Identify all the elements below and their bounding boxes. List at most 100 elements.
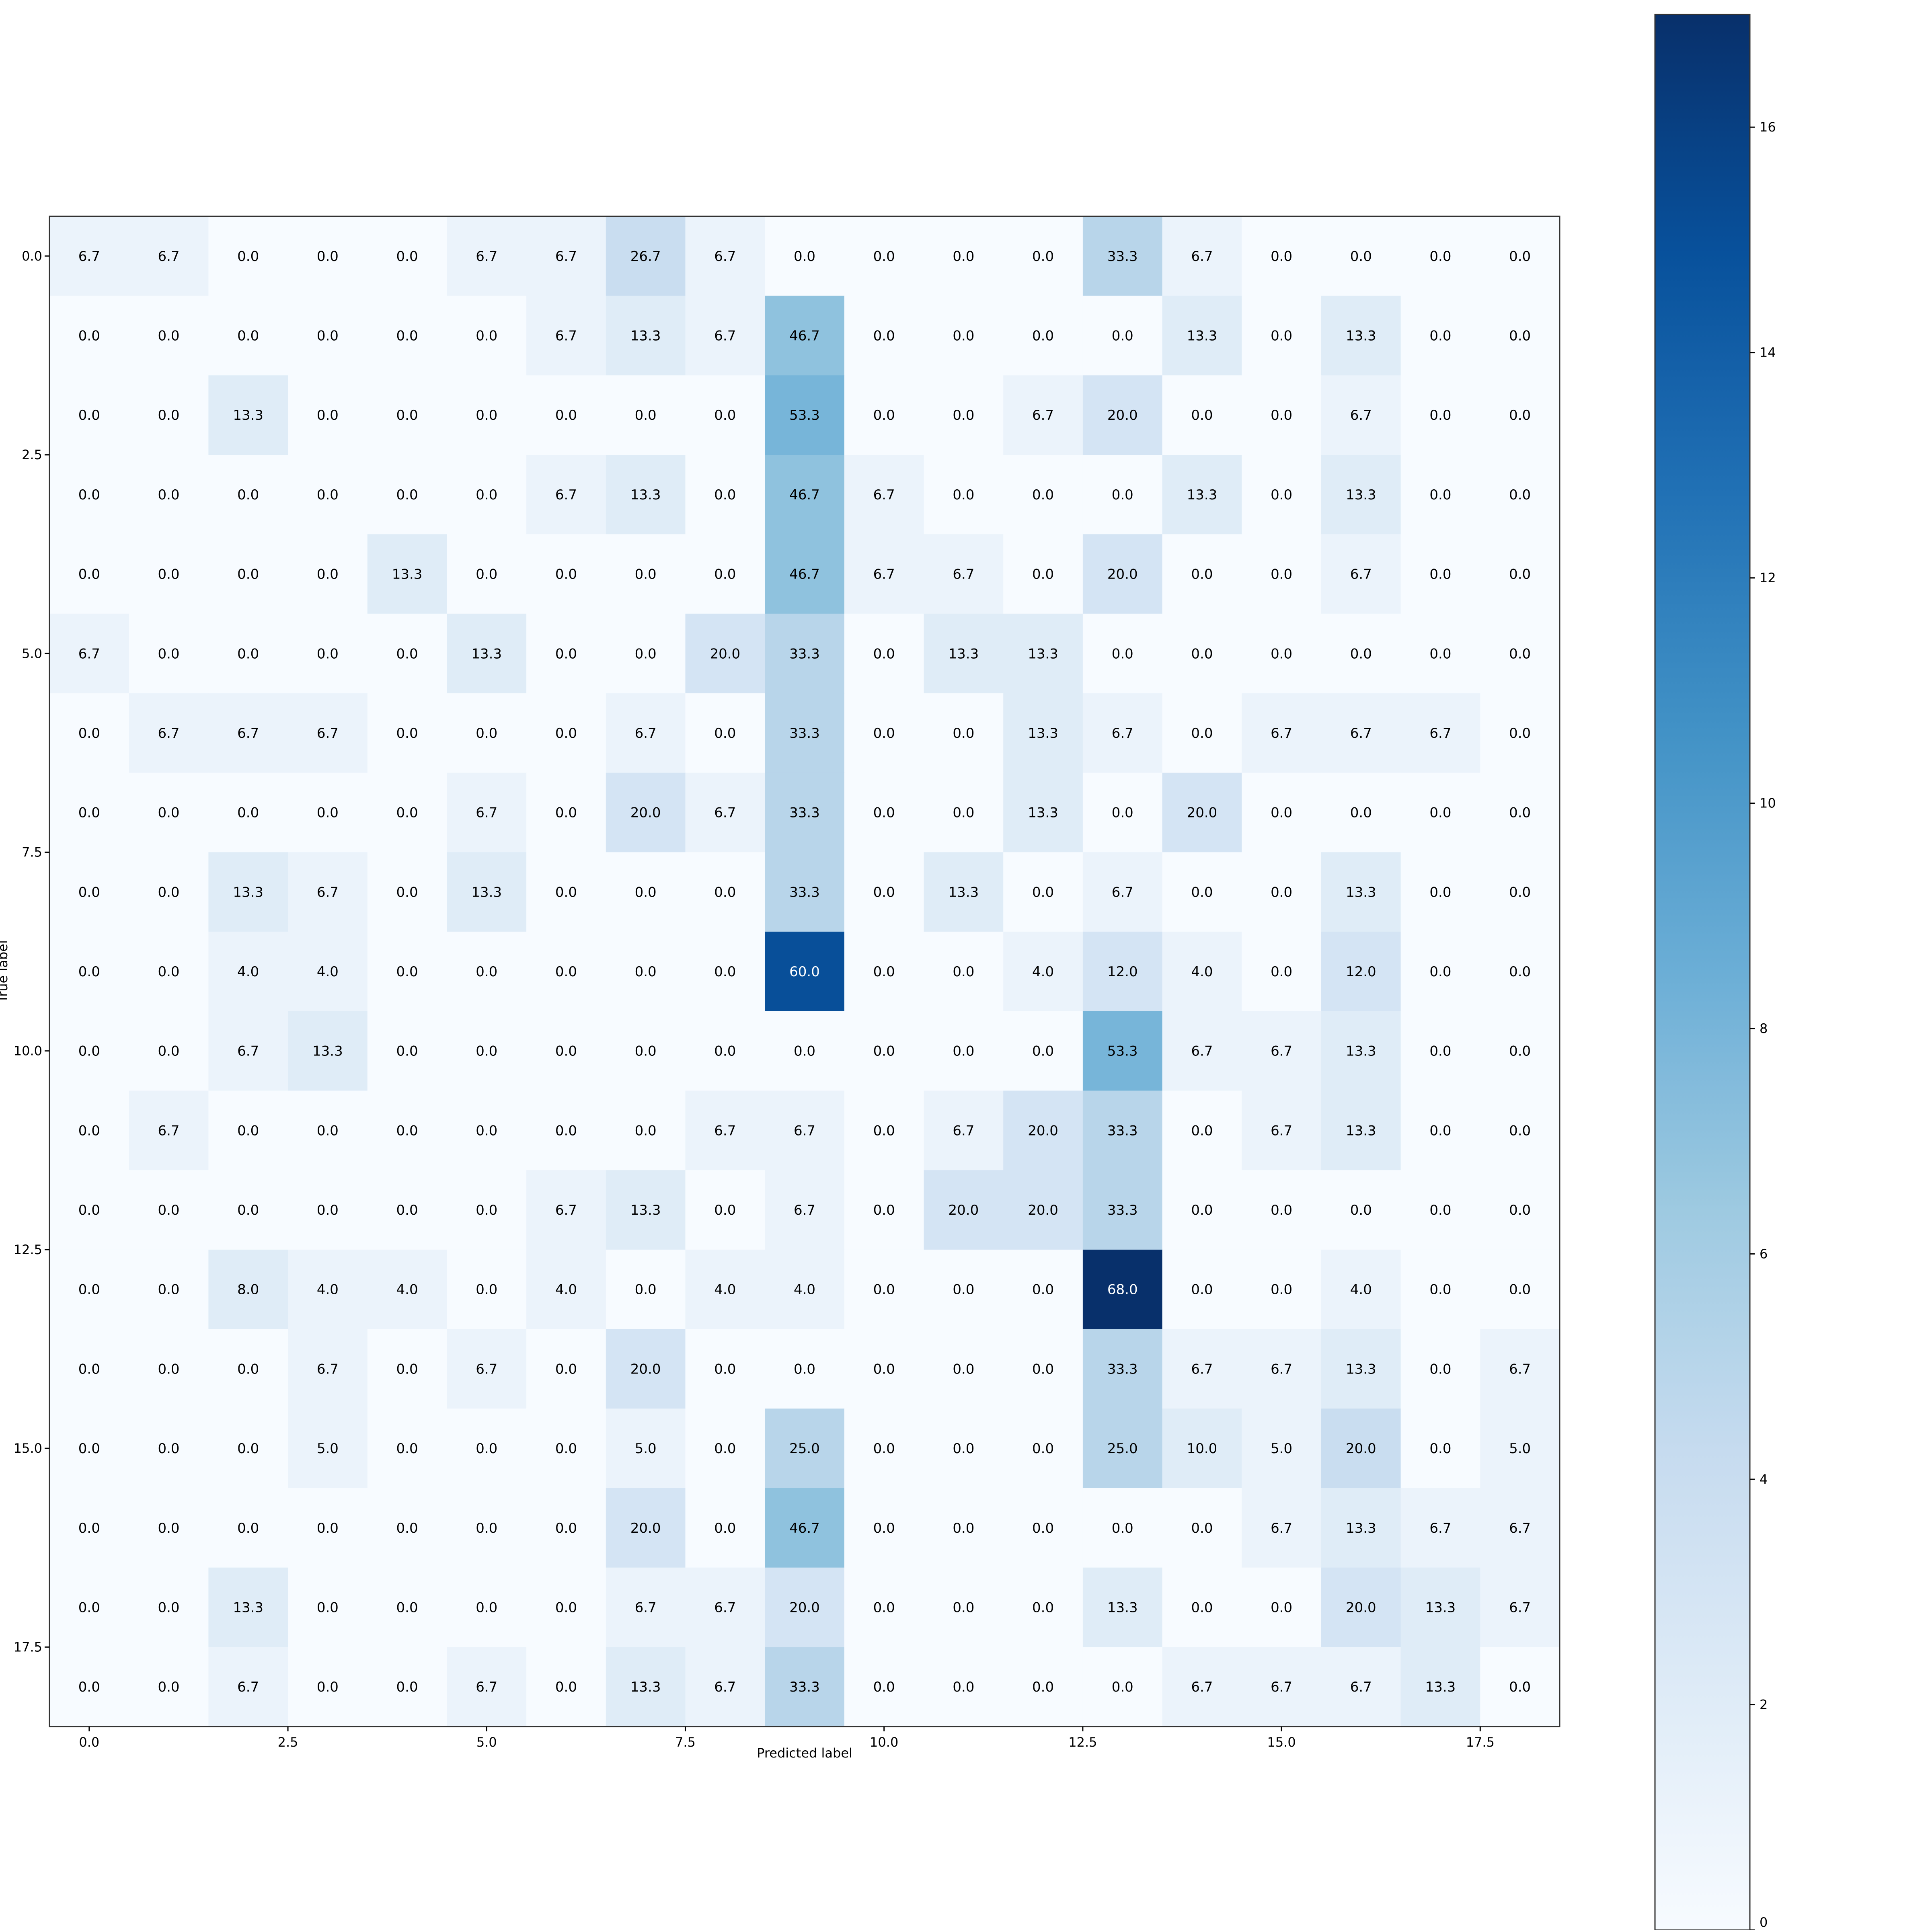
- heatmap-cell: [765, 1249, 845, 1330]
- cell-annotation: 0.0: [476, 1202, 497, 1218]
- cell-annotation: 0.0: [78, 1520, 100, 1536]
- heatmap-cell: [208, 1329, 288, 1409]
- cell-annotation: 0.0: [635, 567, 657, 583]
- heatmap-cell: [526, 1488, 606, 1568]
- heatmap-cell: [49, 1567, 129, 1647]
- cell-annotation: 0.0: [317, 1679, 339, 1695]
- cell-annotation: 4.0: [555, 1282, 577, 1298]
- cell-annotation: 0.0: [1429, 328, 1451, 344]
- cell-annotation: 0.0: [1191, 1520, 1213, 1536]
- heatmap-cell: [1321, 614, 1401, 694]
- heatmap-cell: [844, 1011, 924, 1091]
- cell-annotation: 0.0: [873, 248, 895, 265]
- cell-annotation: 0.0: [1032, 1361, 1054, 1377]
- cell-annotation: 6.7: [237, 1043, 259, 1059]
- cell-annotation: 0.0: [78, 1043, 100, 1059]
- heatmap-cell: [1480, 1567, 1560, 1647]
- cell-annotation: 0.0: [396, 1520, 418, 1536]
- cell-annotation: 0.0: [317, 567, 339, 583]
- heatmap-cell: [1082, 1567, 1163, 1647]
- heatmap-cell: [208, 1090, 288, 1170]
- colorbar-gradient: [1655, 14, 1750, 1930]
- cell-annotation: 0.0: [158, 1441, 179, 1457]
- heatmap-cell: [1480, 693, 1560, 773]
- heatmap-cell: [1242, 1329, 1322, 1409]
- colorbar-tick-label: 10: [1760, 796, 1776, 811]
- cell-annotation: 4.0: [317, 964, 339, 980]
- cell-annotation: 33.3: [789, 725, 820, 741]
- cell-annotation: 0.0: [396, 964, 418, 980]
- cell-annotation: 0.0: [1112, 328, 1133, 344]
- cell-annotation: 0.0: [158, 884, 179, 900]
- heatmap-cell: [1242, 1408, 1322, 1489]
- cell-annotation: 4.0: [396, 1282, 418, 1298]
- cell-annotation: 0.0: [317, 407, 339, 423]
- heatmap-cell: [1162, 693, 1242, 773]
- heatmap-cell: [1003, 1488, 1083, 1568]
- heatmap-cell: [1480, 1647, 1560, 1727]
- cell-annotation: 0.0: [78, 884, 100, 900]
- cell-annotation: 0.0: [1429, 964, 1451, 980]
- heatmap-cell: [1162, 772, 1242, 853]
- cell-annotation: 0.0: [476, 1043, 497, 1059]
- colorbar-tick-label: 12: [1760, 570, 1776, 585]
- cell-annotation: 0.0: [317, 1202, 339, 1218]
- cell-annotation: 0.0: [1271, 248, 1292, 265]
- heatmap-cell: [1162, 1249, 1242, 1330]
- cell-annotation: 6.7: [476, 1361, 497, 1377]
- cell-annotation: 0.0: [1429, 407, 1451, 423]
- heatmap-cell: [1400, 534, 1480, 614]
- heatmap-cell: [924, 1170, 1004, 1250]
- cell-annotation: 0.0: [78, 328, 100, 344]
- cell-annotation: 6.7: [714, 328, 736, 344]
- heatmap-cell: [367, 1567, 448, 1647]
- heatmap-cell: [924, 216, 1004, 296]
- cell-annotation: 4.0: [794, 1282, 815, 1298]
- heatmap-cell: [367, 852, 448, 932]
- cell-annotation: 0.0: [953, 1282, 974, 1298]
- heatmap-cell: [288, 1170, 368, 1250]
- heatmap-cell: [606, 1567, 686, 1647]
- cell-annotation: 6.7: [714, 1679, 736, 1695]
- heatmap-cell: [1242, 216, 1322, 296]
- cell-annotation: 0.0: [78, 805, 100, 821]
- cell-annotation: 0.0: [873, 1679, 895, 1695]
- heatmap-cell: [288, 852, 368, 932]
- cell-annotation: 0.0: [1350, 1202, 1372, 1218]
- heatmap-cell: [1400, 693, 1480, 773]
- heatmap-cell: [924, 1408, 1004, 1489]
- heatmap-cell: [49, 216, 129, 296]
- cell-annotation: 0.0: [1509, 248, 1531, 265]
- cell-annotation: 0.0: [317, 1599, 339, 1616]
- heatmap-cell: [844, 772, 924, 853]
- plot-frame: [49, 216, 1560, 1727]
- cell-annotation: 0.0: [635, 646, 657, 662]
- heatmap-cell: [765, 1567, 845, 1647]
- heatmap-cell: [1242, 534, 1322, 614]
- heatmap-cell: [526, 772, 606, 853]
- heatmap-cell: [129, 296, 209, 376]
- cell-annotation: 0.0: [78, 1599, 100, 1616]
- cell-annotation: 0.0: [237, 248, 259, 265]
- heatmap-cell: [447, 1249, 527, 1330]
- heatmap-cell: [924, 1647, 1004, 1727]
- heatmap-cell: [685, 534, 765, 614]
- cell-annotation: 6.7: [1429, 1520, 1451, 1536]
- heatmap-cell: [1480, 534, 1560, 614]
- cell-annotation: 6.7: [1191, 1679, 1213, 1695]
- colorbar-tick-label: 6: [1760, 1246, 1768, 1262]
- cell-annotation: 0.0: [476, 328, 497, 344]
- heatmap-cell: [924, 1329, 1004, 1409]
- heatmap-cell: [685, 375, 765, 455]
- cell-annotation: 0.0: [555, 1679, 577, 1695]
- cell-annotation: 13.3: [471, 646, 502, 662]
- heatmap-cell: [924, 1249, 1004, 1330]
- cell-annotation: 6.7: [317, 884, 339, 900]
- heatmap-cell: [765, 1488, 845, 1568]
- heatmap-cell: [447, 1647, 527, 1727]
- heatmap-cell: [367, 1488, 448, 1568]
- heatmap-cell: [1003, 1249, 1083, 1330]
- heatmap-cell: [1082, 1329, 1163, 1409]
- cell-annotation: 4.0: [317, 1282, 339, 1298]
- heatmap-cell: [526, 216, 606, 296]
